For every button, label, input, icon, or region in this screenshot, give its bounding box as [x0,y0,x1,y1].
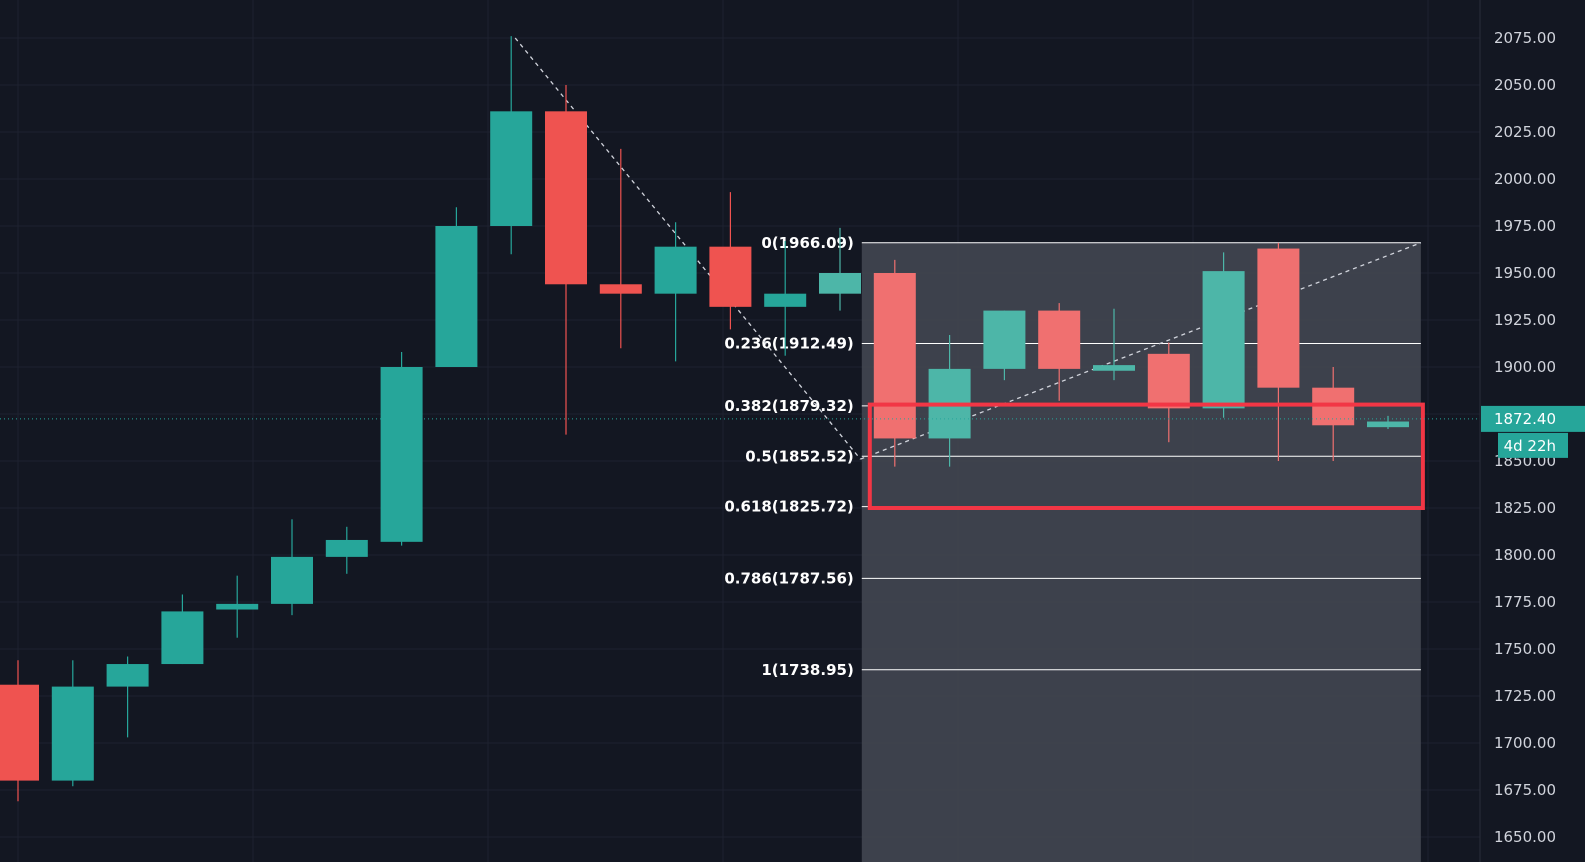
price-tick-label: 1675.00 [1494,781,1556,799]
price-tick-label: 1950.00 [1494,264,1556,282]
price-tick-label: 1800.00 [1494,546,1556,564]
candle-body [161,611,204,665]
price-axis[interactable]: 2075.00 2050.00 2025.00 2000.00 1975.00 1950.… [1479,0,1585,862]
candle-body [983,310,1026,369]
candle-body [1147,353,1190,409]
price-tick-label: 1775.00 [1494,593,1556,611]
price-tick-label: 2025.00 [1494,123,1556,141]
candle-body [1257,248,1300,388]
candle-body [1202,271,1245,409]
price-tick-label: 1750.00 [1494,640,1556,658]
price-tick-label: 1925.00 [1494,311,1556,329]
candle-body [216,603,259,610]
candle-body [325,539,368,557]
highlight-rectangle[interactable] [867,402,1425,511]
fib-level-label: 0.618(1825.72) [724,498,853,516]
price-tick-label: 1725.00 [1494,687,1556,705]
candle-body [599,284,642,294]
fib-level-label: 0(1966.09) [761,234,853,252]
fib-level-label: 0.786(1787.56) [724,569,853,587]
price-tick-label: 1900.00 [1494,358,1556,376]
candle-body [1093,365,1135,371]
candle-body [819,273,861,294]
price-tick-label: 1825.00 [1494,499,1556,517]
candle-body [490,111,533,226]
fib-zone-area[interactable] [861,242,1421,862]
candle-body [51,686,94,781]
candle-body [271,556,313,604]
candle-body [654,246,697,294]
price-tick-label: 2050.00 [1494,76,1556,94]
highlight-box[interactable] [867,402,1425,511]
candle-body [545,111,587,285]
candle-body [1367,421,1409,428]
countdown-label: 4d 22h [1504,437,1556,455]
candle-body [106,664,149,687]
price-tick-label: 1975.00 [1494,217,1556,235]
countdown-badge [1498,432,1568,458]
candle-body [709,246,752,307]
candle-body [0,684,39,781]
last-price-badge [1481,405,1585,432]
candle-body [380,367,423,542]
candle-body [764,293,807,307]
price-tick-label: 2000.00 [1494,170,1556,188]
candle-body [1038,310,1081,369]
price-tick-label: 2075.00 [1494,29,1556,47]
price-tick-label: 1650.00 [1494,828,1556,846]
fib-retracement-zone[interactable] [861,242,1421,862]
fib-level-label: 0.382(1879.32) [724,397,853,415]
candles [0,36,1409,802]
fib-level-label: 0.5(1852.52) [745,447,854,465]
last-price-value: 1872.40 [1494,410,1556,428]
price-tick-label: 1700.00 [1494,734,1556,752]
fib-level-label: 1(1738.95) [761,661,853,679]
candle-body [435,226,478,367]
fib-level-label: 0.236(1912.49) [724,335,853,353]
candle-body [873,273,916,439]
